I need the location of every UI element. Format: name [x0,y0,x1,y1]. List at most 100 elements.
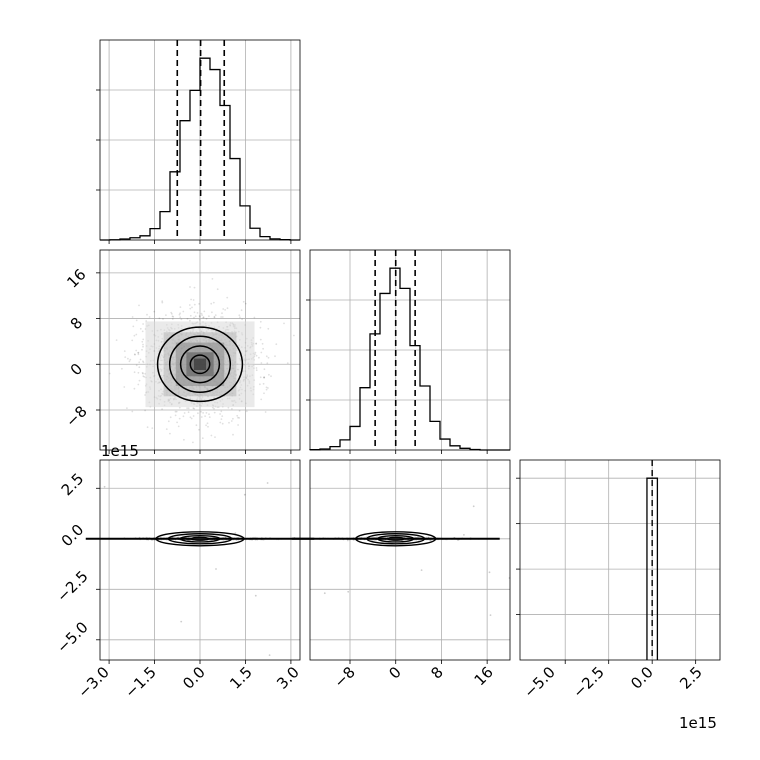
x0-tick-label: −3.0 [74,663,112,701]
scatter01-point [133,387,136,390]
scatter-panel-p1-p2 [291,459,511,664]
scatter01-point [194,315,197,318]
scatter12-contour [377,534,415,543]
x1-tick-label: 8 [427,663,446,682]
hist-panel-param1 [306,249,511,454]
x1-tick-label: 16 [471,663,497,689]
y1-tick-label: 16 [63,265,89,291]
scatter01-point [208,315,210,318]
scatter01-point [131,410,134,413]
scatter01-point [200,312,203,315]
scatter01-point [165,428,168,430]
scatter01-point [193,286,196,289]
y1-tick-label: 8 [67,314,86,333]
scatter01-point [270,375,272,378]
scatter01-point [189,319,191,322]
scatter01-point [214,314,217,316]
scatter12-points [318,505,511,616]
scatter01-point [200,410,202,413]
scatter01-point [179,316,182,319]
scatter01-point [237,424,240,426]
scatter01-point [220,410,223,413]
scatter01-point [214,436,216,438]
scatter02-contour [155,531,245,547]
scatter01-point [138,379,141,382]
scatter01-point [213,407,215,410]
scatter01-point [238,410,241,412]
scatter01-point [190,298,193,301]
scatter01-point [238,417,241,419]
x0-tick-label: 0.0 [179,663,209,693]
scatter01-point [265,355,268,358]
scatter01-point [151,427,154,429]
scatter01-point [259,320,262,323]
scatter01-point [134,353,136,356]
scatter01-point [115,339,118,341]
scatter01-point [221,422,224,425]
scatter12-grid [310,460,510,660]
scatter01-point [142,323,145,325]
scatter02-outlier [103,485,106,488]
scatter01-point [283,322,285,325]
scatter01-point [148,316,151,318]
scatter01-point [255,342,258,345]
scatter01-point [275,343,278,346]
scatter01-point [259,338,262,341]
scatter01-contours [156,326,244,403]
scatter01-point [192,415,195,417]
scatter01-point [293,334,295,337]
scatter01-point [205,424,208,427]
scatter01-point [172,315,175,318]
scatter01-point [141,371,144,374]
scatter01-point [179,312,182,315]
scatter01-point [265,386,268,389]
scatter02-contour [179,534,221,543]
scatter01-point [244,302,247,305]
scatter01-point [207,425,209,428]
hist0-quantiles [176,40,226,240]
hist-panel-param2 [516,459,721,664]
hist-panel-param0 [96,39,301,244]
scatter02-point [177,536,180,538]
scatter01-point [178,417,181,420]
x1-tick-label: −8 [330,663,358,691]
scatter01-point [259,383,261,386]
y2-tick-label: −5.0 [53,618,91,656]
scatter01-point [133,371,136,374]
scatter01-point [131,339,134,342]
scatter01-point [200,416,203,418]
scatter01-point [142,361,145,364]
y2-tick-label: 0.0 [58,521,88,551]
scatter01-point [260,351,263,354]
scatter01-point [236,414,239,417]
scatter12-point [375,536,378,539]
scatter01-point [135,364,138,367]
scatter01-point [121,367,123,370]
hist1-grid [310,250,510,450]
scatter01-point [137,383,140,386]
scatter01-point [144,409,147,412]
y2-tick-label: 2.5 [58,470,88,500]
scatter01-point [221,316,224,318]
scatter01-point [224,309,227,311]
scatter12-contour [366,533,426,545]
scatter01-contour [189,354,211,375]
scatter01-point [263,376,265,379]
scatter01-point [198,315,201,318]
scatter01-point [208,416,211,418]
scatter01-point [232,417,234,420]
scatter01-point [227,406,230,409]
scatter01-point [178,406,181,409]
scatter01-point [260,398,263,401]
scatter01-point [201,437,204,440]
scatter01-point [261,342,264,345]
scatter02-ticks [96,487,292,664]
scatter01-point [169,416,172,419]
scatter01-point [230,420,233,422]
scatter12-outlier [472,505,475,508]
x2-offset-label: 1e15 [679,714,717,732]
scatter01-point [226,296,229,299]
scatter01-point [123,350,126,352]
scatter01-point [253,316,256,319]
scatter01-point [264,411,267,413]
